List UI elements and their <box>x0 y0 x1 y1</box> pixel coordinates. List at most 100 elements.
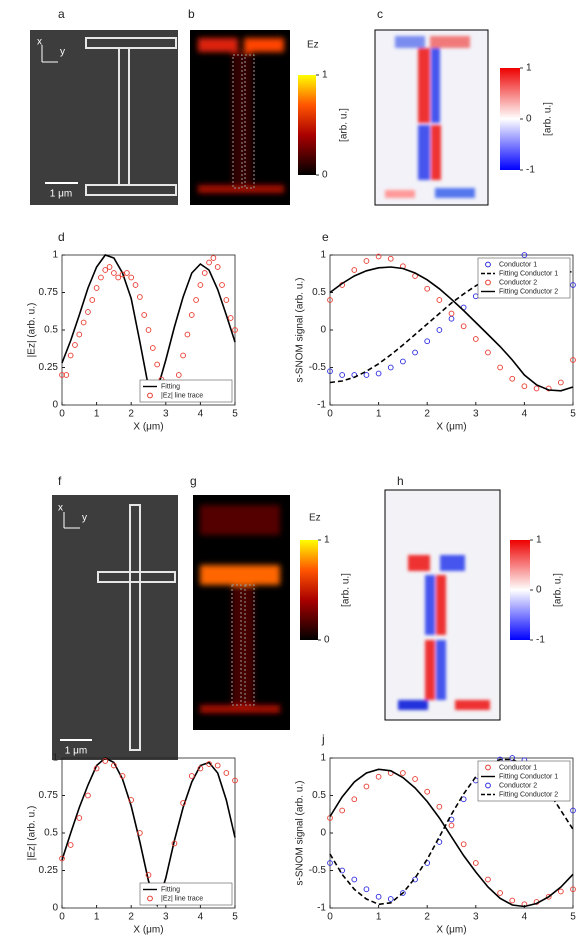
colorbar-label: [arb. u.] <box>339 108 350 142</box>
fit-line <box>329 266 574 384</box>
data-point <box>509 375 516 382</box>
data-point <box>448 310 455 317</box>
data-point <box>400 770 406 776</box>
data-point <box>509 755 516 761</box>
data-point <box>227 315 234 321</box>
x-tick-label: 0 <box>327 409 333 420</box>
panel-label: c <box>377 7 383 21</box>
data-point <box>102 267 109 273</box>
data-point <box>570 886 576 893</box>
x-tick-label: 2 <box>424 409 430 420</box>
colorbar-tick-label: 0 <box>536 585 542 596</box>
data-point <box>63 372 70 378</box>
scale-bar: 1 μm <box>65 746 87 757</box>
data-point <box>206 761 212 767</box>
legend-label: Fitting Conductor 1 <box>499 773 558 780</box>
y-tick-label: 1 <box>320 250 326 261</box>
data-point <box>363 258 370 264</box>
data-point <box>115 274 122 281</box>
panel-label: h <box>397 474 404 488</box>
data-point <box>570 807 576 814</box>
data-point <box>223 770 230 776</box>
panel-label: e <box>322 230 329 244</box>
y-axis-label: s-SNOM signal (arb. u.) <box>295 780 306 885</box>
x-tick-label: 3 <box>473 912 479 923</box>
data-point <box>149 345 156 351</box>
data-point <box>351 267 358 273</box>
legend-label: |Ez| line trace <box>161 895 203 902</box>
x-axis-label: X (μm) <box>436 925 466 936</box>
legend-label: Fitting Conductor 2 <box>499 288 558 295</box>
x-tick-label: 1 <box>94 409 100 420</box>
x-axis-label: X (μm) <box>436 422 466 433</box>
y-tick-label: 1 <box>52 753 58 764</box>
y-axis-label: s-SNOM signal (arb. u.) <box>295 277 306 382</box>
legend-label: Fitting Conductor 1 <box>499 270 558 277</box>
x-tick-label: 4 <box>198 912 204 923</box>
data-point <box>124 270 130 276</box>
data-point <box>154 361 161 368</box>
legend-marker <box>147 895 153 902</box>
data-point <box>197 282 204 288</box>
data-point <box>59 372 65 378</box>
x-tick-label: 2 <box>128 409 134 420</box>
data-point <box>188 773 195 779</box>
y-tick-label: 0 <box>52 903 58 914</box>
data-point <box>472 293 479 300</box>
y-tick-label: 0.5 <box>44 325 58 336</box>
sem-image: x y 1 μm <box>30 30 178 205</box>
legend-label: Conductor 1 <box>499 261 537 268</box>
data-point <box>436 803 443 810</box>
data-point <box>223 297 230 303</box>
x-tick-label: 0 <box>59 912 65 923</box>
x-tick-label: 0 <box>59 409 65 420</box>
data-point <box>214 264 221 270</box>
legend-marker <box>147 392 153 399</box>
data-point <box>67 842 74 848</box>
data-point <box>67 352 74 359</box>
data-point <box>375 370 382 377</box>
colorbar-label: [arb. u.] <box>553 573 564 607</box>
panel-label: d <box>58 230 65 244</box>
axis-glyph: y <box>82 513 87 524</box>
legend-marker <box>485 764 491 771</box>
data-point <box>76 815 83 821</box>
data-point <box>232 327 238 333</box>
legend <box>139 379 233 403</box>
data-point <box>175 372 182 378</box>
panel-label: b <box>188 7 195 21</box>
data-point <box>485 876 491 883</box>
data-point <box>137 830 143 836</box>
x-axis-label: X (μm) <box>133 925 163 936</box>
data-point <box>472 336 479 342</box>
data-point <box>570 357 576 363</box>
y-axis-label: |Ez| (arb. u.) <box>27 303 38 358</box>
data-point <box>387 896 394 902</box>
x-tick-label: 3 <box>163 912 169 923</box>
data-point <box>472 860 479 866</box>
data-point <box>400 358 406 365</box>
data-point <box>497 890 503 896</box>
data-point <box>93 765 100 772</box>
colorbar-tick-label: 0 <box>322 170 328 181</box>
data-point <box>327 297 333 303</box>
scale-bar: 1 μm <box>50 189 72 200</box>
colorbar-label: [arb. u.] <box>543 102 554 136</box>
data-point <box>436 327 443 333</box>
y-tick-label: 0.5 <box>312 790 326 801</box>
data-point <box>412 776 418 782</box>
y-tick-label: 0 <box>320 828 326 839</box>
data-point <box>363 886 370 893</box>
data-point <box>545 893 552 900</box>
y-tick-label: 1 <box>320 753 326 764</box>
data-point <box>128 274 135 281</box>
data-point <box>80 319 87 326</box>
legend-label: Fitting <box>161 383 180 390</box>
data-point <box>85 309 91 315</box>
legend <box>139 882 233 906</box>
panel-label: g <box>190 474 197 488</box>
data-point <box>119 773 126 779</box>
data-point <box>460 841 467 848</box>
y-tick-label: -0.5 <box>309 865 327 876</box>
x-tick-label: 3 <box>473 409 479 420</box>
